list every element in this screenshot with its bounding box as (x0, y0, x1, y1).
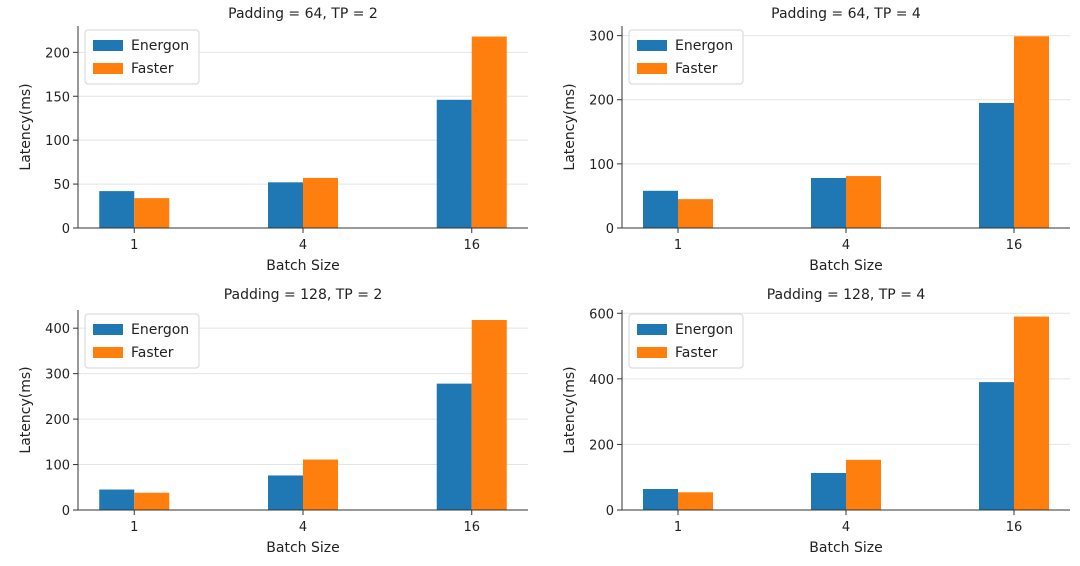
x-tick-label: 16 (1006, 520, 1023, 535)
x-tick-label: 16 (463, 238, 480, 253)
x-axis-label: Batch Size (266, 258, 339, 274)
y-tick-label: 600 (589, 307, 614, 322)
legend: Energon Faster (628, 313, 744, 369)
y-tick-label: 0 (606, 504, 614, 519)
bar-faster-1 (678, 199, 713, 228)
legend-swatch-energon (637, 324, 667, 335)
legend-label-energon: Energon (131, 38, 189, 54)
chart-panel-3: Padding = 128, TP = 2 0 100 200 300 400 1 4 16 Ba… (18, 287, 528, 556)
y-tick-label: 150 (45, 90, 70, 105)
legend-swatch-energon (93, 324, 123, 335)
x-tick-label: 1 (130, 238, 138, 253)
bar-faster-4 (846, 459, 881, 510)
bar-energon-4 (811, 472, 846, 510)
y-tick-label: 100 (45, 134, 70, 149)
legend-swatch-faster (637, 347, 667, 358)
chart-panel-4: Padding = 128, TP = 4 0 200 400 600 1 4 16 Batch… (562, 287, 1070, 556)
bar-energon-16 (436, 99, 472, 228)
x-tick-label: 4 (842, 238, 850, 253)
bar-energon-4 (268, 475, 303, 510)
bar-energon-16 (979, 382, 1014, 510)
y-tick-label: 0 (62, 504, 70, 519)
bar-faster-4 (303, 459, 338, 510)
x-tick-label: 1 (674, 238, 682, 253)
y-axis-label: Latency(ms) (562, 83, 578, 170)
bar-energon-4 (268, 182, 303, 228)
y-tick-label: 400 (45, 322, 70, 337)
legend-label-faster: Faster (675, 61, 718, 77)
chart-panel-2: Padding = 64, TP = 4 0 100 200 300 1 4 16 Batch … (562, 6, 1070, 274)
legend: Energon Faster (84, 313, 200, 369)
y-tick-label: 200 (45, 46, 70, 61)
legend-swatch-faster (93, 347, 123, 358)
y-tick-label: 400 (589, 373, 614, 388)
legend-swatch-energon (93, 40, 123, 51)
y-tick-label: 50 (53, 178, 70, 193)
y-tick-label: 100 (45, 459, 70, 474)
legend: Energon Faster (628, 29, 744, 85)
bar-energon-1 (643, 190, 678, 228)
y-tick-label: 300 (589, 30, 614, 45)
y-tick-label: 300 (45, 368, 70, 383)
bar-faster-16 (471, 36, 507, 229)
bar-energon-1 (643, 489, 678, 510)
bar-faster-4 (846, 176, 881, 228)
y-axis-label: Latency(ms) (562, 366, 578, 453)
chart-title: Padding = 128, TP = 4 (767, 287, 926, 303)
bar-faster-1 (134, 198, 170, 228)
x-tick-label: 16 (463, 520, 480, 535)
bar-faster-16 (1014, 316, 1049, 510)
chart-title: Padding = 64, TP = 4 (771, 6, 921, 22)
legend-label-energon: Energon (675, 38, 733, 54)
legend-swatch-energon (637, 40, 667, 51)
y-tick-label: 0 (62, 222, 70, 237)
x-tick-label: 16 (1006, 238, 1023, 253)
bar-energon-16 (979, 102, 1014, 228)
bar-faster-1 (678, 492, 713, 510)
legend-swatch-faster (93, 63, 123, 74)
bar-faster-16 (471, 320, 507, 510)
y-tick-label: 100 (589, 158, 614, 173)
x-axis-label: Batch Size (809, 258, 882, 274)
bar-faster-1 (134, 492, 170, 510)
bar-energon-16 (436, 383, 472, 510)
bar-faster-4 (303, 177, 338, 228)
x-tick-label: 1 (130, 520, 138, 535)
legend-label-energon: Energon (675, 322, 733, 338)
legend-label-faster: Faster (675, 345, 718, 361)
bar-energon-4 (811, 177, 846, 228)
legend-label-faster: Faster (131, 61, 174, 77)
x-tick-label: 4 (299, 520, 307, 535)
legend-label-energon: Energon (131, 322, 189, 338)
legend-label-faster: Faster (131, 345, 174, 361)
y-tick-label: 200 (45, 413, 70, 428)
legend-swatch-faster (637, 63, 667, 74)
chart-panel-1: Padding = 64, TP = 2 0 50 100 150 200 1 4 16 Batc… (18, 6, 528, 274)
x-tick-label: 4 (842, 520, 850, 535)
chart-title: Padding = 64, TP = 2 (228, 6, 378, 22)
chart-title: Padding = 128, TP = 2 (224, 287, 383, 303)
y-tick-label: 0 (606, 222, 614, 237)
x-axis-label: Batch Size (266, 540, 339, 556)
bar-faster-16 (1014, 36, 1049, 229)
y-tick-label: 200 (589, 438, 614, 453)
y-axis-label: Latency(ms) (18, 366, 34, 453)
y-tick-label: 200 (589, 94, 614, 109)
bar-energon-1 (99, 489, 135, 510)
x-axis-label: Batch Size (809, 540, 882, 556)
y-axis-label: Latency(ms) (18, 83, 34, 170)
x-tick-label: 1 (674, 520, 682, 535)
legend: Energon Faster (84, 29, 200, 85)
x-tick-label: 4 (299, 238, 307, 253)
bar-energon-1 (99, 191, 135, 228)
